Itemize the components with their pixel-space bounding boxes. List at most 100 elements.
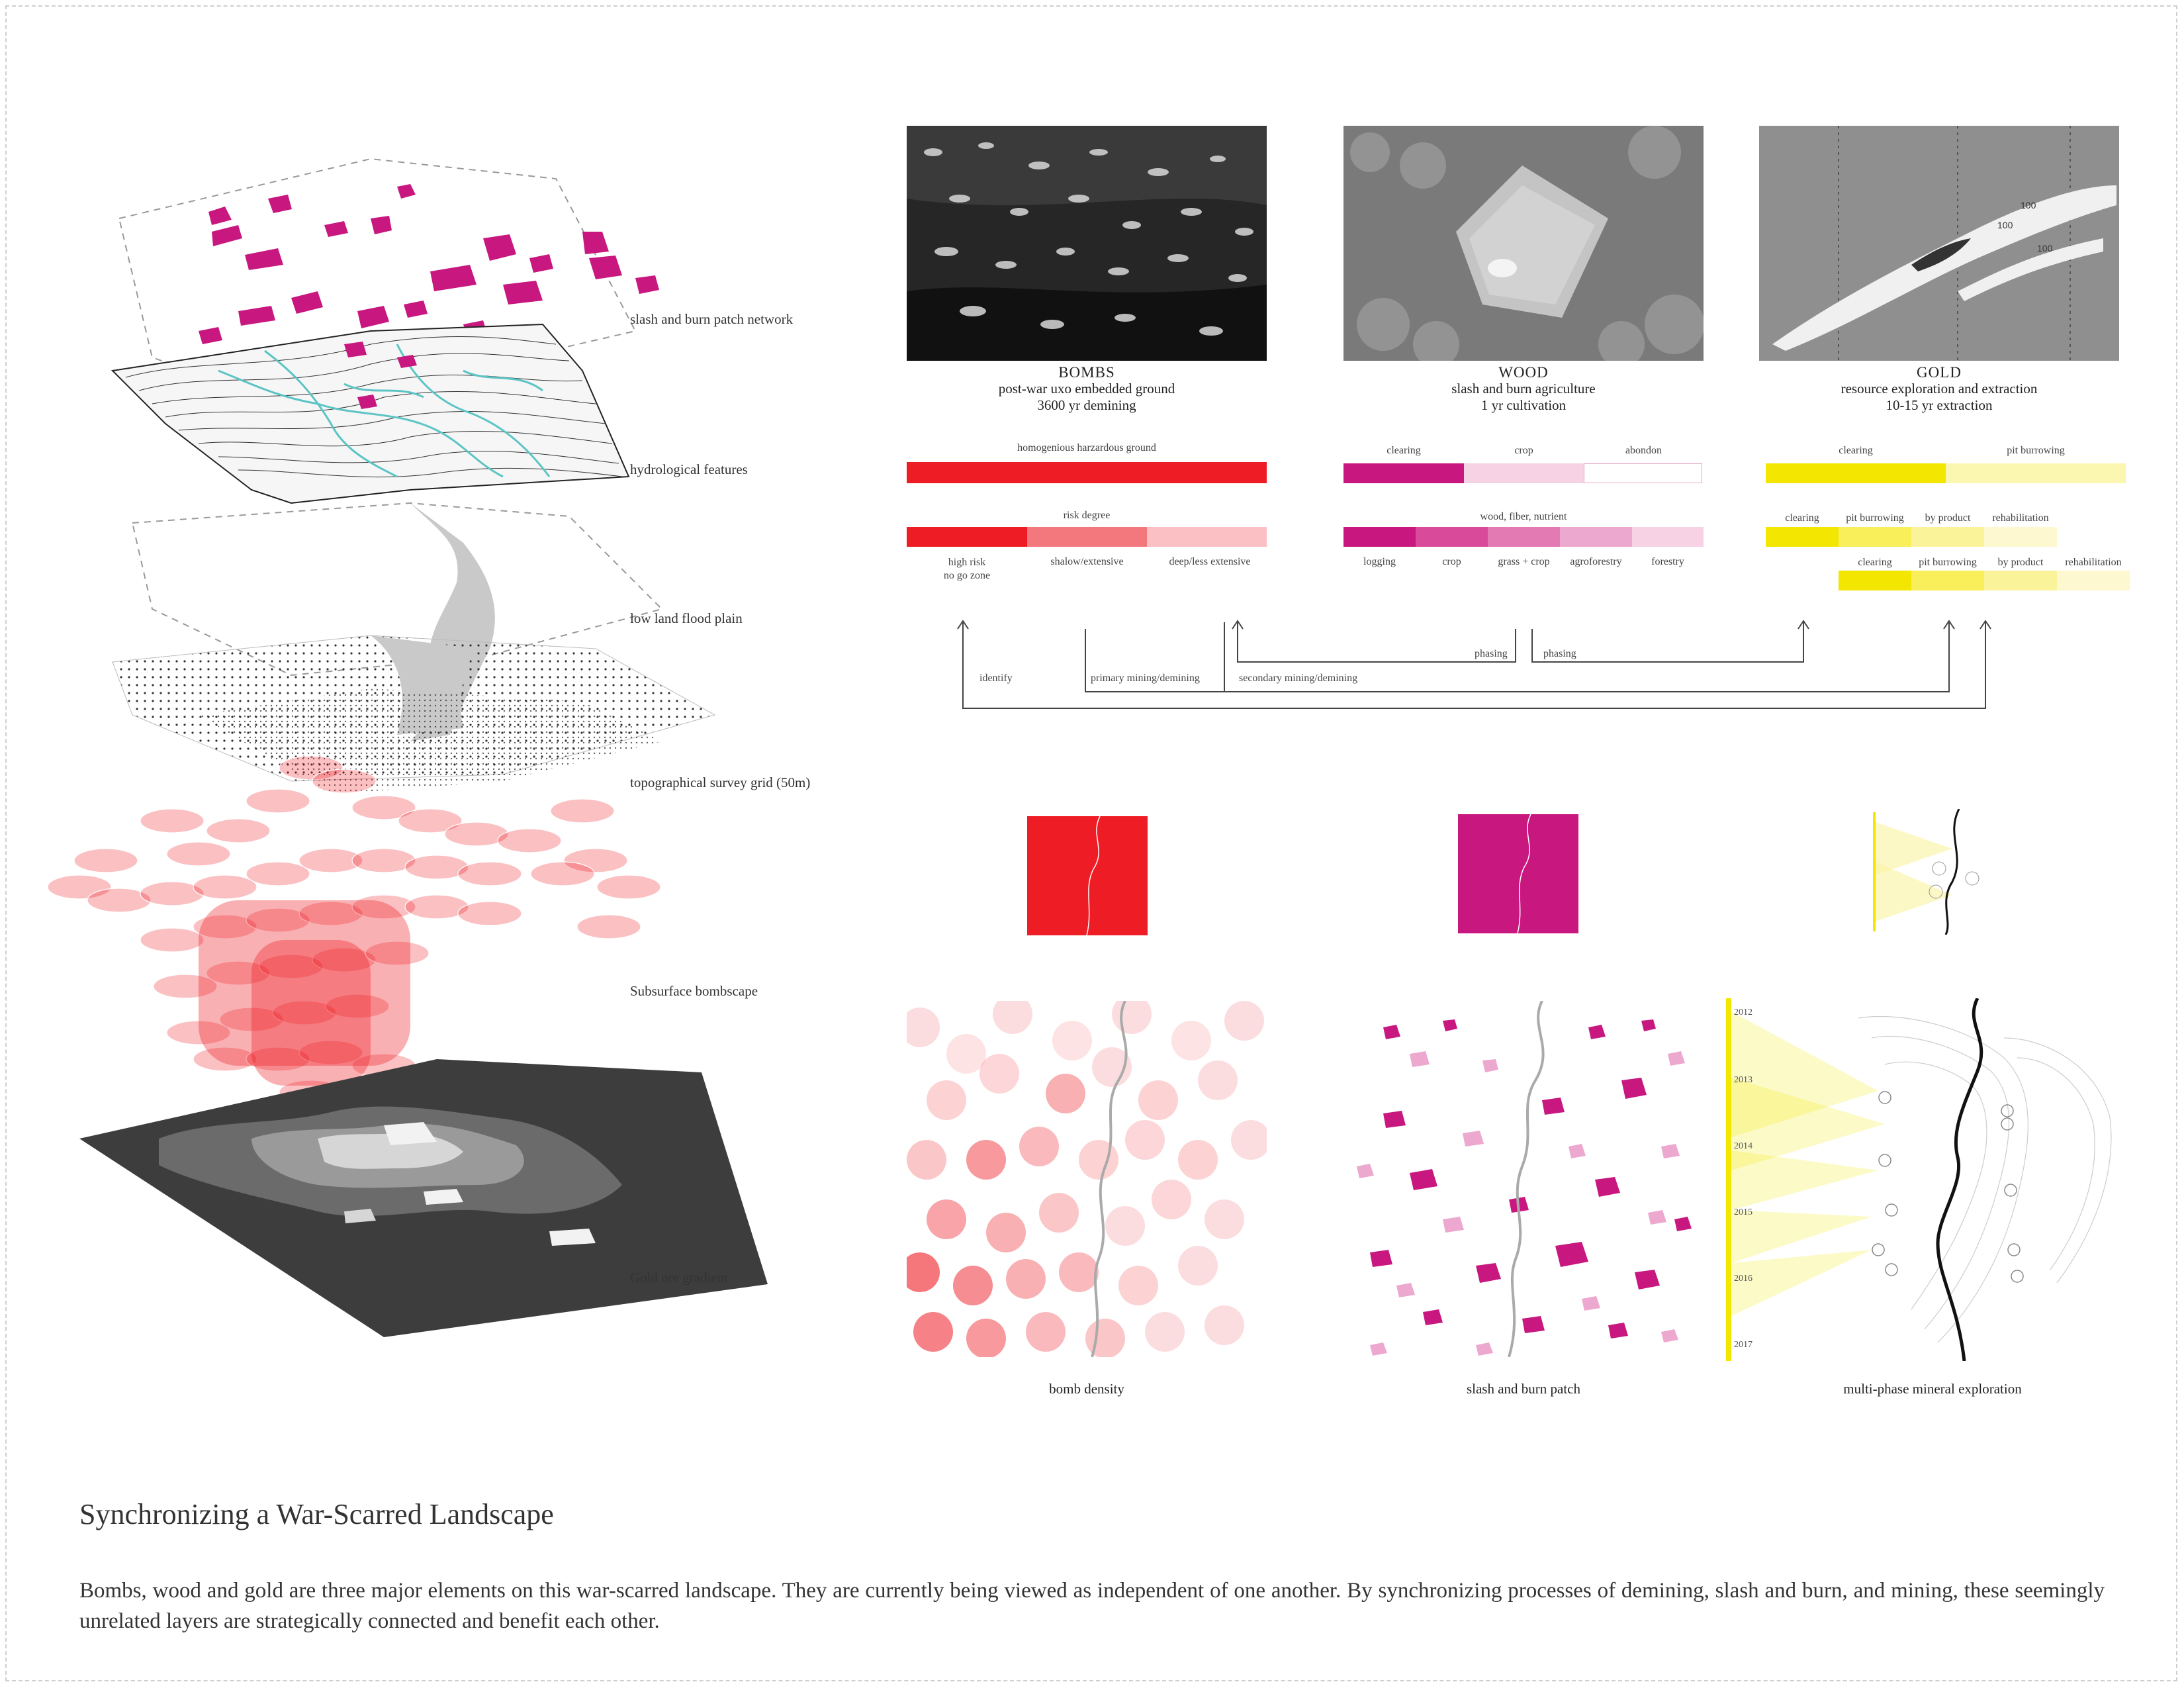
gold-phase2-bar bbox=[1839, 571, 2130, 590]
bombs-line2: 3600 yr demining bbox=[1037, 397, 1136, 413]
gold-pit-segment bbox=[1946, 463, 2126, 483]
gold-r2-clearing-label: clearing bbox=[1858, 557, 1892, 568]
flow-phasing-label-1: phasing bbox=[1475, 648, 1508, 659]
gold-p1-byproduct-seg bbox=[1911, 527, 1984, 547]
year-2012: 2012 bbox=[1734, 1008, 1752, 1017]
bomb-thumbnail bbox=[1027, 816, 1148, 935]
hydrological-layer bbox=[111, 323, 630, 504]
layer-label-flood-plain: low land flood plain bbox=[630, 610, 743, 626]
bombs-mid-bar-label: risk degree bbox=[1063, 510, 1111, 521]
gold-caption: GOLD resource exploration and extraction… bbox=[1759, 364, 2119, 414]
gold-pit-label: pit burrowing bbox=[2007, 445, 2065, 456]
exploded-layer-diagram bbox=[47, 158, 768, 1337]
bombscape-dense-core bbox=[199, 900, 410, 1086]
bomb-density-caption: bomb density bbox=[1049, 1381, 1124, 1397]
risk-deep-label: deep/less extensive bbox=[1169, 556, 1251, 567]
wood-product-bar bbox=[1343, 527, 1704, 547]
gold-line1: resource exploration and extraction bbox=[1841, 381, 2038, 397]
flow-secondary-label: secondary mining/demining bbox=[1239, 673, 1358, 684]
year-2017: 2017 bbox=[1734, 1340, 1752, 1350]
wood-clearing-segment bbox=[1343, 463, 1464, 483]
wood-crop-label: crop bbox=[1514, 445, 1533, 456]
wood-caption: WOOD slash and burn agriculture 1 yr cul… bbox=[1343, 364, 1704, 414]
wood-crop2-segment bbox=[1416, 527, 1488, 547]
risk-shallow-segment bbox=[1027, 527, 1147, 547]
layer-label-bombscape: Subsurface bombscape bbox=[630, 983, 758, 999]
gold-p2-byproduct-seg bbox=[1984, 571, 2057, 590]
wood-line2: 1 yr cultivation bbox=[1480, 397, 1567, 413]
wood-logging-segment bbox=[1343, 527, 1416, 547]
layer-label-slash-burn: slash and burn patch network bbox=[630, 311, 794, 327]
gold-r1-clearing-label: clearing bbox=[1785, 512, 1819, 524]
wood-aerial-photo bbox=[1343, 126, 1704, 361]
year-2015: 2015 bbox=[1734, 1207, 1752, 1217]
risk-deep-segment bbox=[1147, 527, 1267, 547]
gold-p2-clearing-seg bbox=[1839, 571, 1911, 590]
gold-p1-clearing-seg bbox=[1766, 527, 1839, 547]
gold-r2-byproduct-label: by product bbox=[1997, 557, 2044, 568]
wood-crop-segment bbox=[1464, 463, 1584, 483]
page-border bbox=[5, 5, 2177, 1681]
contour-value-1: 100 bbox=[2021, 200, 2036, 211]
wood-mid-bar-label: wood, fiber, nutrient bbox=[1480, 511, 1567, 522]
bombs-top-bar-label: homogenious harzardous ground bbox=[1017, 442, 1156, 453]
layer-label-gold-ore: Gold ore gradient bbox=[630, 1270, 729, 1286]
risk-high-line2: no go zone bbox=[943, 570, 991, 581]
gold-phase1-bar bbox=[1766, 527, 2057, 547]
flow-primary-label: primary mining/demining bbox=[1091, 673, 1200, 684]
wood-cycle-bar bbox=[1343, 463, 1704, 483]
flow-phasing-label-2: phasing bbox=[1543, 648, 1576, 659]
year-2016: 2016 bbox=[1734, 1274, 1752, 1284]
wood-crop2-label: crop bbox=[1442, 556, 1461, 567]
risk-high-segment bbox=[907, 527, 1027, 547]
gold-ore-layer bbox=[79, 1059, 768, 1337]
wood-grass-segment bbox=[1488, 527, 1560, 547]
gold-line2: 10-15 yr extraction bbox=[1886, 397, 1993, 413]
slash-burn-caption: slash and burn patch bbox=[1466, 1381, 1581, 1397]
wood-grass-label: grass + crop bbox=[1498, 556, 1550, 567]
wood-line1: slash and burn agriculture bbox=[1451, 381, 1596, 397]
risk-high-label: high risk no go zone bbox=[907, 556, 1027, 583]
gold-r2-pit-label: pit burrowing bbox=[1919, 557, 1977, 568]
wood-forestry-segment bbox=[1632, 527, 1704, 547]
mineral-exploration-caption: multi-phase mineral exploration bbox=[1843, 1381, 2022, 1397]
wood-agroforestry-segment bbox=[1560, 527, 1632, 547]
year-2014: 2014 bbox=[1734, 1141, 1752, 1151]
gold-p1-rehab-seg bbox=[1984, 527, 2057, 547]
page-title: Synchronizing a War-Scarred Landscape bbox=[79, 1498, 554, 1530]
gold-p1-pit-seg bbox=[1839, 527, 1911, 547]
wood-abandon-segment bbox=[1584, 463, 1702, 483]
bombs-risk-bar bbox=[907, 527, 1267, 547]
gold-r1-rehab-label: rehabilitation bbox=[1992, 512, 2049, 524]
bomb-density-map bbox=[907, 1001, 1267, 1357]
gold-r2-rehab-label: rehabilitation bbox=[2065, 557, 2122, 568]
gold-p2-rehab-seg bbox=[2057, 571, 2130, 590]
wood-abandon-label: abondon bbox=[1625, 445, 1662, 456]
gold-r1-pit-label: pit burrowing bbox=[1846, 512, 1904, 524]
layer-label-hydrological: hydrological features bbox=[630, 461, 748, 477]
wood-thumbnail bbox=[1458, 814, 1578, 933]
risk-high-line1: high risk bbox=[948, 557, 986, 568]
gold-cycle-bar bbox=[1766, 463, 2126, 483]
process-flow-lines bbox=[957, 620, 1991, 709]
contour-value-2: 100 bbox=[1997, 220, 2013, 230]
gold-r1-byproduct-label: by product bbox=[1925, 512, 1971, 524]
bombs-hazard-bar bbox=[907, 462, 1267, 483]
bombs-aerial-photo bbox=[907, 126, 1267, 361]
gold-aerial-photo: 100 100 100 bbox=[1759, 126, 2119, 361]
bombs-line1: post-war uxo embedded ground bbox=[998, 381, 1175, 397]
bombs-title: BOMBS bbox=[1058, 364, 1115, 381]
bombs-caption: BOMBS post-war uxo embedded ground 3600 … bbox=[907, 364, 1267, 414]
survey-grid-layer bbox=[112, 635, 716, 794]
gold-clearing-segment bbox=[1766, 463, 1946, 483]
mineral-exploration-map bbox=[1726, 998, 2123, 1361]
slash-burn-patch-map bbox=[1343, 1001, 1704, 1357]
wood-agroforestry-label: agroforestry bbox=[1570, 556, 1622, 567]
contour-value-3: 100 bbox=[2037, 243, 2053, 254]
wood-logging-label: logging bbox=[1363, 556, 1396, 567]
risk-shallow-label: shalow/extensive bbox=[1050, 556, 1124, 567]
wood-clearing-label: clearing bbox=[1387, 445, 1421, 456]
wood-forestry-label: forestry bbox=[1651, 556, 1684, 567]
gold-title: GOLD bbox=[1917, 364, 1962, 381]
page-description: Bombs, wood and gold are three major ele… bbox=[79, 1579, 2105, 1633]
